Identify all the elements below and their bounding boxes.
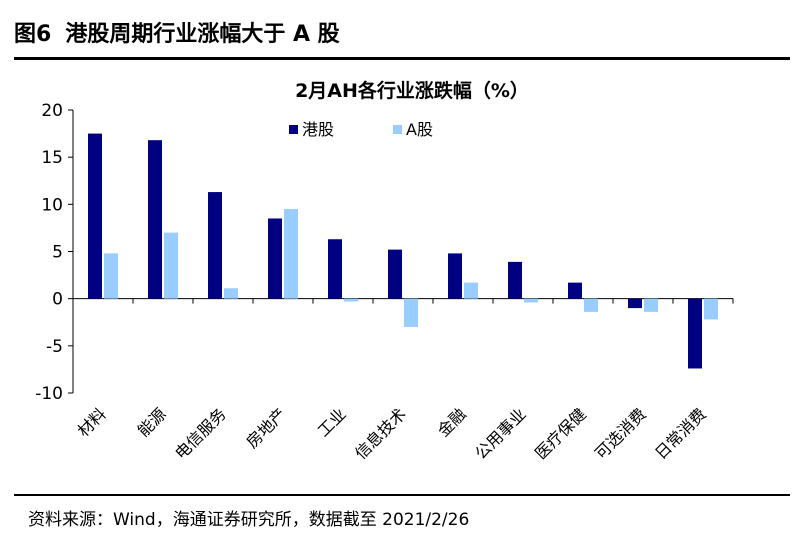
y-tick-label: 0 <box>52 290 63 310</box>
bar <box>584 298 598 312</box>
bar <box>388 249 402 299</box>
chart-title: 2月AH各行业涨跌幅（%） <box>295 79 529 102</box>
bar <box>704 298 718 320</box>
bar <box>328 239 342 299</box>
bar <box>224 288 238 299</box>
bar-chart: 2月AH各行业涨跌幅（%） -10 -5 0 5 10 15 20 材料 能源 电信服务 房地产 工业… <box>35 79 734 463</box>
x-tick-label: 公用事业 <box>471 404 530 463</box>
bar <box>404 298 418 327</box>
y-tick-label: 15 <box>41 148 63 168</box>
footer-rule <box>14 494 790 496</box>
bar <box>644 298 658 312</box>
x-tick-label: 电信服务 <box>171 404 230 463</box>
x-tick-label: 日常消费 <box>651 404 710 463</box>
bar <box>524 298 538 303</box>
x-tick-label: 材料 <box>74 404 110 440</box>
bar <box>464 282 478 299</box>
x-tick-label: 房地产 <box>242 404 289 451</box>
header-rule <box>14 57 790 60</box>
x-tick-label: 可选消费 <box>591 404 650 463</box>
source-note: 资料来源：Wind，海通证券研究所，数据截至 2021/2/26 <box>28 510 470 530</box>
bar <box>104 253 118 299</box>
bar <box>88 133 102 299</box>
bar <box>508 261 522 299</box>
axes: -10 -5 0 5 10 15 20 材料 能源 电信服务 房地产 工业 信息技术 金融 公用事业 医疗保健… <box>35 101 734 463</box>
bar <box>628 298 642 309</box>
y-tick-label: 20 <box>41 101 63 121</box>
x-tick-label: 信息技术 <box>351 404 410 463</box>
legend: 港股 A股 <box>289 120 433 139</box>
y-tick-label: -5 <box>46 337 63 357</box>
bar <box>148 140 162 299</box>
x-tick-label: 医疗保健 <box>531 404 590 463</box>
bar <box>448 253 462 299</box>
figure-title: 港股周期行业涨幅大于 A 股 <box>65 22 340 47</box>
bar <box>208 192 222 299</box>
y-tick-label: 10 <box>41 195 63 215</box>
figure-number: 图6 <box>14 22 52 47</box>
x-tick-label: 能源 <box>134 404 170 440</box>
legend-label: 港股 <box>302 120 334 139</box>
bar <box>344 298 358 302</box>
x-tick-label: 金融 <box>434 404 470 440</box>
bar <box>284 209 298 299</box>
bar <box>268 218 282 299</box>
bars <box>88 133 718 369</box>
legend-swatch <box>393 125 402 134</box>
bar <box>164 232 178 299</box>
y-tick-label: 5 <box>52 243 63 263</box>
figure-header: 图6 港股周期行业涨幅大于 A 股 <box>14 10 790 54</box>
chart-container: 2月AH各行业涨跌幅（%） -10 -5 0 5 10 15 20 材料 能源 电信服务 房地产 工业… <box>0 60 804 492</box>
legend-swatch <box>289 125 298 134</box>
bar <box>688 298 702 369</box>
bar <box>568 282 582 299</box>
x-tick-label: 工业 <box>314 404 350 440</box>
y-tick-label: -10 <box>35 384 63 404</box>
legend-label: A股 <box>406 120 433 139</box>
